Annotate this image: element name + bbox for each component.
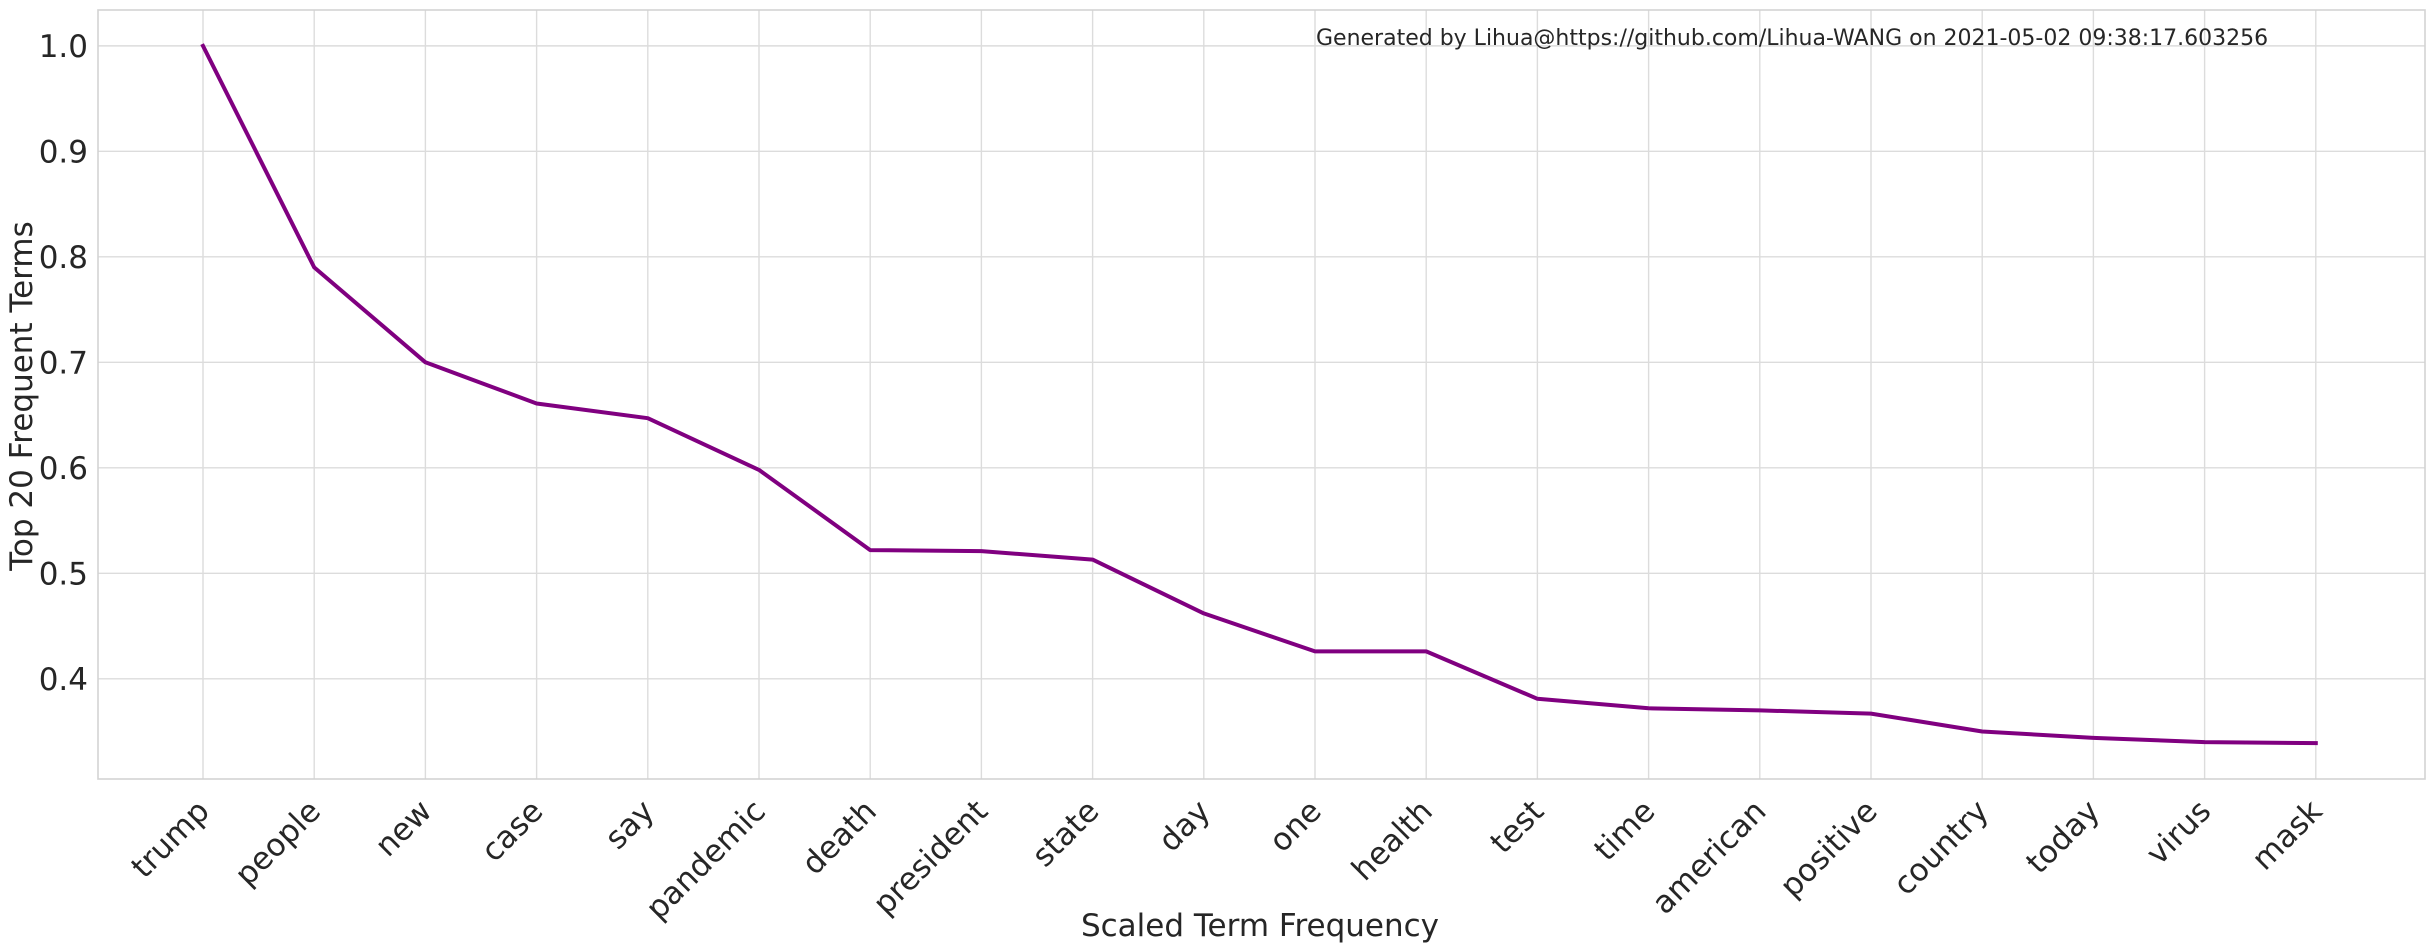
data-point <box>1313 649 1317 653</box>
y-tick-label: 1.0 <box>39 29 88 65</box>
y-tick-label: 0.8 <box>39 240 88 276</box>
data-point <box>1091 558 1095 562</box>
x-tick-label: health <box>1345 793 1440 888</box>
x-tick-label: case <box>474 793 550 869</box>
x-tick-label: new <box>368 793 439 864</box>
y-tick-label: 0.9 <box>39 134 88 170</box>
y-axis-label: Top 20 Frequent Terms <box>4 221 40 572</box>
generated-by-annotation: Generated by Lihua@https://github.com/Li… <box>1316 26 2268 51</box>
y-tick-label: 0.7 <box>39 345 88 381</box>
data-point <box>535 401 539 405</box>
data-point <box>1647 706 1651 710</box>
data-point <box>1869 712 1873 716</box>
data-point <box>2203 740 2207 744</box>
data-point <box>979 549 983 553</box>
x-tick-label: country <box>1887 793 1996 902</box>
y-tick-label: 0.5 <box>39 556 88 592</box>
series-layer <box>200 43 2318 746</box>
y-tick-label: 0.6 <box>39 451 88 487</box>
x-tick-label: trump <box>124 793 216 885</box>
data-point <box>1980 730 1984 734</box>
data-point <box>646 416 650 420</box>
x-tick-label: positive <box>1773 793 1884 904</box>
x-tick-label: time <box>1587 793 1662 868</box>
series-line <box>200 43 2318 746</box>
plot-frame <box>97 9 2426 780</box>
x-tick-label: one <box>1262 793 1328 859</box>
data-point <box>1535 697 1539 701</box>
data-point <box>423 360 427 364</box>
x-tick-label: virus <box>2139 793 2218 872</box>
data-point <box>201 44 205 48</box>
data-point <box>757 468 761 472</box>
data-point <box>1202 611 1206 615</box>
x-tick-label: death <box>795 793 884 882</box>
x-tick-label: state <box>1025 793 1106 874</box>
x-tick-label: today <box>2019 793 2107 881</box>
x-tick-label: day <box>1152 793 1218 859</box>
y-tick-labels: 0.4 0.5 0.6 0.7 0.8 0.9 1.0 <box>39 29 88 698</box>
x-tick-label: pandemic <box>639 793 773 927</box>
x-tick-label: say <box>598 793 661 856</box>
x-tick-label: president <box>866 793 995 922</box>
data-point <box>1424 649 1428 653</box>
x-tick-label: test <box>1483 793 1551 861</box>
y-tick-label: 0.4 <box>39 662 88 698</box>
x-tick-label: people <box>228 793 328 893</box>
x-tick-label: american <box>1645 793 1773 921</box>
x-tick-label: mask <box>2245 793 2329 877</box>
x-axis-label: Scaled Term Frequency <box>1081 908 1439 944</box>
grid-lines <box>98 10 2425 779</box>
data-point <box>312 265 316 269</box>
data-point <box>2091 736 2095 740</box>
data-point <box>868 548 872 552</box>
data-point <box>2314 741 2318 745</box>
data-point <box>1758 708 1762 712</box>
